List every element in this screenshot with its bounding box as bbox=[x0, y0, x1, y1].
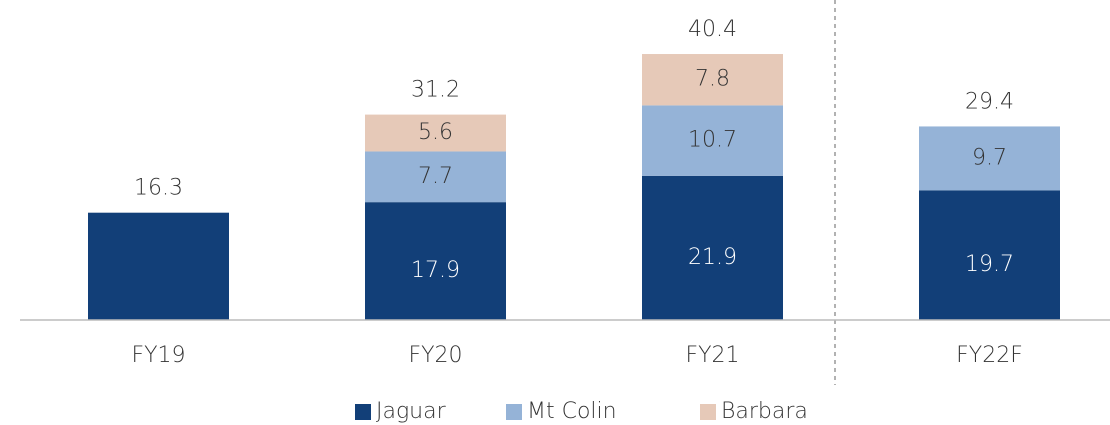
bar-segment bbox=[365, 114, 506, 152]
data-label: 7.7 bbox=[418, 164, 453, 189]
x-tick-label: FY19 bbox=[131, 343, 185, 368]
bar-segment bbox=[919, 126, 1060, 191]
legend-label: Mt Colin bbox=[527, 399, 617, 424]
total-label: 29.4 bbox=[965, 89, 1014, 114]
legend-swatch bbox=[506, 404, 522, 420]
x-tick-label: FY22F bbox=[956, 343, 1023, 368]
data-label: 17.9 bbox=[411, 258, 460, 283]
legend-swatch bbox=[700, 404, 716, 420]
data-label: 7.8 bbox=[695, 67, 730, 92]
bar-segment bbox=[365, 151, 506, 203]
data-label: 21.9 bbox=[688, 245, 737, 270]
legend-swatch bbox=[355, 404, 371, 420]
data-label: 5.6 bbox=[418, 120, 453, 145]
legend-label: Barbara bbox=[721, 399, 808, 424]
legend-label: Jaguar bbox=[376, 399, 447, 424]
total-label: 16.3 bbox=[134, 176, 183, 201]
bar-segment bbox=[642, 105, 783, 176]
x-tick-label: FY21 bbox=[685, 343, 739, 368]
total-label: 40.4 bbox=[688, 17, 737, 42]
bar-segment bbox=[88, 212, 229, 320]
bar-segment bbox=[365, 202, 506, 320]
data-label: 19.7 bbox=[965, 252, 1014, 277]
total-label: 31.2 bbox=[411, 78, 460, 103]
bar-segment bbox=[919, 190, 1060, 320]
bar-segment bbox=[642, 54, 783, 106]
x-tick-label: FY20 bbox=[408, 343, 462, 368]
data-label: 10.7 bbox=[688, 128, 737, 153]
data-label: 9.7 bbox=[972, 145, 1007, 170]
bar-segment bbox=[642, 175, 783, 320]
